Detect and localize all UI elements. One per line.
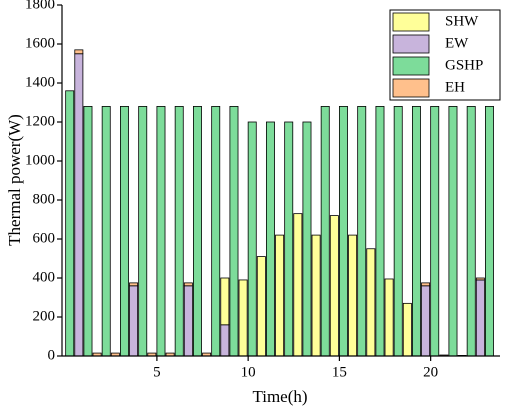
bar xyxy=(320,106,330,357)
legend-swatch xyxy=(392,78,430,98)
bar-segment xyxy=(384,278,394,357)
bar-segment xyxy=(183,285,193,357)
bar xyxy=(411,106,421,357)
bar xyxy=(192,106,202,357)
legend-swatch xyxy=(392,34,430,54)
legend-label: SHW xyxy=(445,13,479,29)
y-axis-label: Thermal power(W) xyxy=(5,114,24,246)
bar xyxy=(466,106,476,357)
y-tick-label: 800 xyxy=(33,191,56,207)
bar xyxy=(484,106,494,357)
bar xyxy=(174,106,184,357)
bar-segment xyxy=(74,49,84,55)
bar xyxy=(120,106,129,357)
legend-label: EW xyxy=(445,35,469,51)
bar xyxy=(375,106,385,357)
bar-segment xyxy=(366,248,376,357)
bar-segment xyxy=(421,285,431,357)
y-tick-label: 1400 xyxy=(25,74,55,90)
bar-segment xyxy=(311,234,321,357)
legend-label: EH xyxy=(445,79,465,95)
y-tick-label: 1600 xyxy=(25,35,55,51)
bar xyxy=(265,121,275,357)
bar-segment xyxy=(475,279,485,357)
x-tick-label: 20 xyxy=(423,364,438,380)
y-tick-label: 200 xyxy=(33,308,56,324)
bar-segment xyxy=(256,256,266,357)
bar-segment xyxy=(402,302,412,357)
bar-segment xyxy=(238,279,248,357)
bar xyxy=(448,106,458,357)
legend-swatch xyxy=(392,56,430,76)
bar xyxy=(65,90,75,357)
bar-segment xyxy=(293,213,303,357)
bar xyxy=(138,106,148,357)
bar xyxy=(83,106,93,357)
bar-segment xyxy=(220,277,230,326)
bar-segment xyxy=(329,215,339,357)
bar xyxy=(156,106,166,357)
bar-segment xyxy=(74,53,84,357)
y-tick-label: 1000 xyxy=(25,152,55,168)
bar xyxy=(430,106,440,357)
bar-segment xyxy=(421,282,431,287)
bar xyxy=(284,121,294,357)
bar xyxy=(338,106,348,357)
y-tick-label: 0 xyxy=(48,347,56,363)
legend-swatch xyxy=(392,12,430,32)
bar-segment xyxy=(183,282,193,287)
bar xyxy=(101,106,111,357)
bar-segment xyxy=(275,234,285,357)
y-tick-label: 600 xyxy=(33,230,56,246)
x-tick-label: 10 xyxy=(241,364,256,380)
bar xyxy=(229,106,239,357)
bar-segment xyxy=(220,324,230,357)
bar-segment xyxy=(348,234,358,357)
y-tick-label: 1800 xyxy=(25,0,55,12)
x-axis-label: Time(h) xyxy=(252,387,307,406)
bar xyxy=(302,121,312,357)
bar-segment xyxy=(475,277,485,281)
x-tick-label: 15 xyxy=(332,364,347,380)
bar xyxy=(211,106,221,357)
y-tick-label: 1200 xyxy=(25,113,55,129)
bar-segment xyxy=(129,285,139,357)
legend-label: GSHP xyxy=(445,57,483,73)
bar xyxy=(247,121,257,357)
y-tick-label: 400 xyxy=(33,269,56,285)
bar xyxy=(357,106,367,357)
x-tick-label: 5 xyxy=(153,364,161,380)
bar xyxy=(393,106,403,357)
bar-segment xyxy=(129,282,139,287)
